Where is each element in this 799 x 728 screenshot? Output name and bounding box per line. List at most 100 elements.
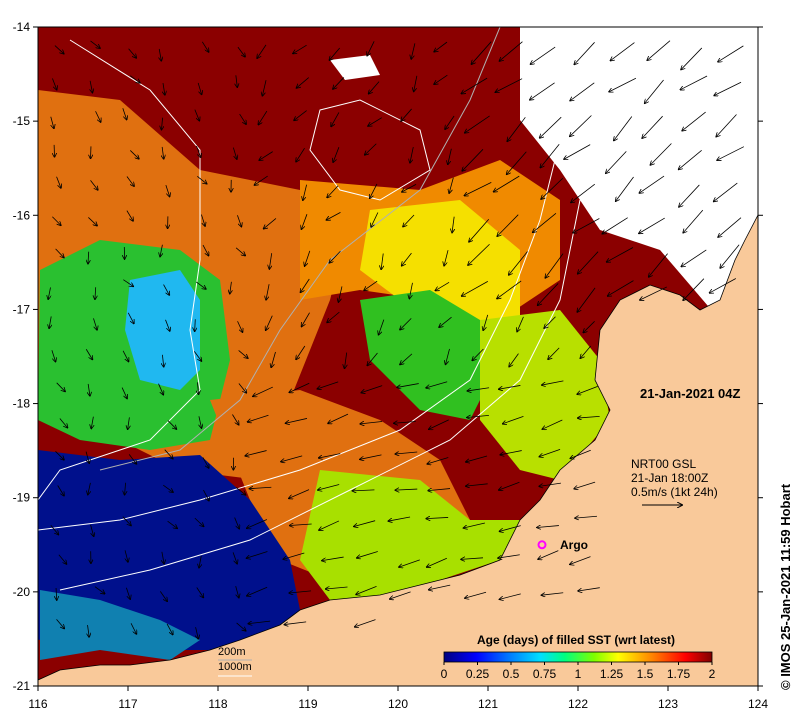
colorbar-tick-label: 2 [709,667,716,681]
current-vector-arrow [128,48,137,58]
current-vector-arrow [464,182,492,195]
current-vector-arrow [130,75,140,83]
current-vector-arrow [122,108,127,119]
current-vector-arrow [301,214,308,229]
current-vector-arrow [235,586,239,598]
current-vector-arrow [326,587,348,589]
current-vector-arrow [499,481,520,490]
current-vector-arrow [616,176,634,201]
current-vector-arrow [570,82,595,101]
current-vector-arrow [289,382,310,392]
current-vector-arrow [165,319,170,331]
current-vector-arrow [360,422,383,424]
current-vector-arrow [319,453,341,458]
current-vector-arrow [647,40,671,61]
current-source-line3: 0.5m/s (1kt 24h) [631,485,718,499]
current-vector-arrow [254,175,268,185]
current-vector-arrow [51,350,56,361]
current-vector-arrow [269,253,271,269]
current-vector-arrow [571,183,596,202]
current-vector-arrow [467,415,489,417]
current-vector-arrow [649,253,668,277]
current-vector-arrow [235,247,245,256]
current-vector-arrow [683,209,704,233]
current-vector-arrow [683,278,705,301]
current-vector-arrow [360,454,382,459]
current-vector-arrow [537,526,559,528]
current-vector-arrow [289,591,312,593]
current-vector-arrow [232,147,236,159]
current-vector-arrow [52,78,56,89]
current-vector-arrow [235,487,245,494]
current-vector-arrow [257,44,267,58]
current-vector-arrow [445,115,455,129]
current-vector-arrow [54,45,64,54]
depth-legend-200m: 200m [218,646,246,658]
current-vector-arrow [48,287,50,299]
current-vector-arrow [85,451,89,464]
current-vector-arrow [159,48,161,61]
current-vector-arrow [573,218,600,233]
current-vector-arrow [88,383,90,396]
current-vector-arrow [245,450,267,456]
current-vector-arrow [400,353,413,365]
current-vector-arrow [539,482,561,486]
current-vector-arrow [645,79,664,103]
no-data-region [520,27,758,320]
current-vector-arrow [395,489,418,490]
sst-field-teal [40,590,200,660]
current-vector-arrow [95,111,101,122]
current-vector-arrow [50,116,54,129]
current-vector-arrow [679,184,700,207]
current-vector-arrow [123,279,133,287]
current-vector-arrow [650,143,672,165]
current-vector-arrow [610,42,635,61]
current-vector-arrow [296,345,306,359]
current-vector-arrow [577,287,596,312]
lon-tick-label: 117 [118,697,137,711]
current-vector-arrow [124,550,128,562]
current-vector-arrow [367,352,378,365]
contour-eddy [309,99,431,201]
current-vector-arrow [606,151,627,173]
current-vector-arrow [471,41,492,65]
current-vector-arrow [327,185,339,198]
current-vector-arrow [286,418,308,423]
current-vector-arrow [499,593,521,599]
current-vector-arrow [444,250,449,266]
current-vector-arrow [161,117,162,130]
current-vector-arrow [197,82,201,95]
current-vector-arrow [483,314,489,330]
current-vector-arrow [503,415,524,423]
current-vector-arrow [530,46,556,64]
current-vector-arrow [530,82,555,100]
current-vector-arrow [262,80,267,96]
current-vector-arrow [466,484,488,486]
current-vector-arrow [167,520,178,528]
current-vector-arrow [294,110,307,121]
sst-field-yellowgreen-east [480,310,610,480]
current-vector-arrow [499,525,521,532]
current-vector-arrow [333,147,340,162]
current-vector-arrow [259,151,273,161]
current-vector-arrow [411,43,416,59]
current-vector-arrow [271,351,276,367]
colorbar-title: Age (days) of filled SST (wrt latest) [477,633,675,647]
current-vector-arrow [128,417,130,429]
contour-200m [99,27,501,471]
current-vector-arrow [55,451,63,459]
current-vector-arrow [197,382,198,394]
imos-credit: © IMOS 25-Jan-2021 11:59 Hobart [778,483,793,690]
current-vector-arrow [426,517,449,518]
colorbar-tick-label: 0 [441,667,448,681]
lat-tick-label: -18 [13,397,31,411]
current-vector-arrow [56,587,57,600]
current-vector-arrow [465,591,487,598]
current-vector-arrow [236,622,246,631]
current-vector-arrow [718,45,744,62]
current-vector-arrow [88,625,90,637]
current-vector-arrow [578,251,599,274]
current-vector-arrow [50,525,59,534]
current-vector-arrow [497,280,522,299]
